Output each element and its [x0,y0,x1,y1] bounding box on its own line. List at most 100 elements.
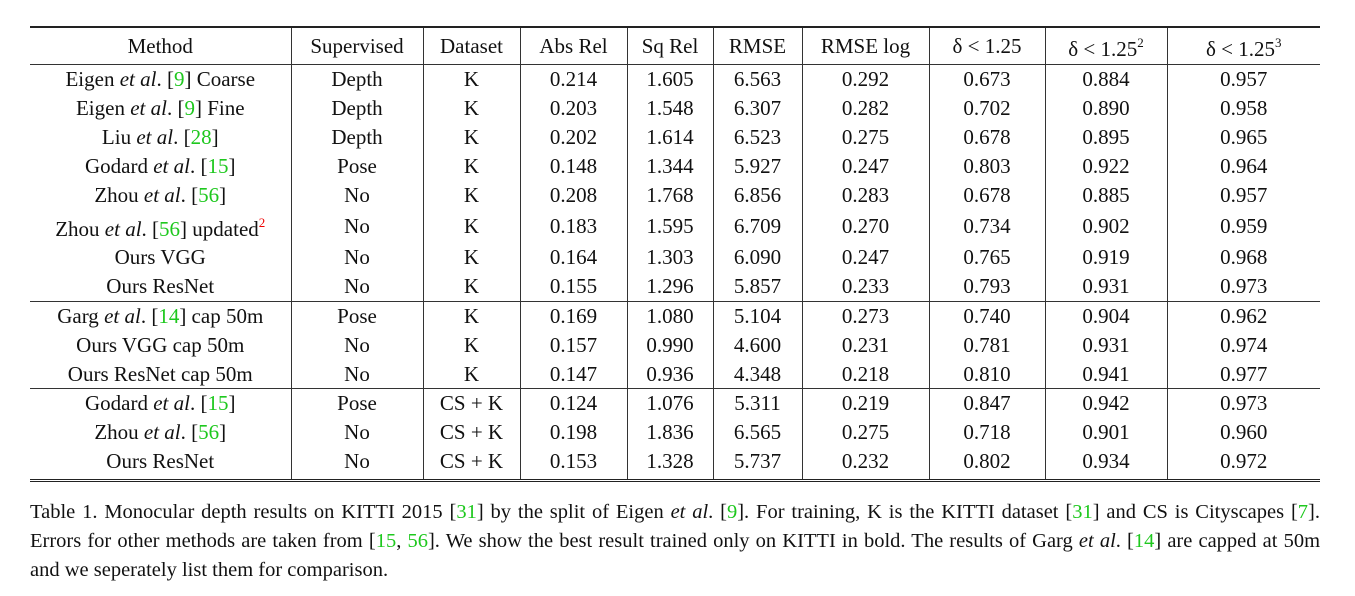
supervised-cell: No [290,446,423,481]
citation-link[interactable]: 15 [207,153,229,178]
value-cell: 1.768 [626,180,713,209]
method-cell: Godard et al. [15] [30,387,291,418]
dataset-cell: K [422,151,520,181]
citation-link[interactable]: 14 [1133,530,1155,552]
value-cell: 4.600 [712,330,802,360]
citation-link[interactable]: 9 [184,96,195,121]
et-al: et al [1078,530,1116,552]
value-cell: 0.124 [519,387,627,418]
supervised-cell: Depth [290,64,423,94]
method-cell: Ours VGG cap 50m [30,330,291,359]
et-al: et al [119,67,157,92]
table-row: Garg et al. [14] cap 50m Pose K 0.169 1.080 5… [30,300,1320,331]
value-cell: 1.303 [626,242,713,272]
et-al: et al [670,501,709,523]
citation-link[interactable]: 56 [198,420,220,445]
dataset-cell: K [422,300,520,331]
caption-text: . [ [708,501,727,523]
value-cell: 5.104 [712,300,802,331]
citation-link[interactable]: 31 [456,501,477,523]
method-name: Liu [101,124,137,149]
method-punct: . [ [173,124,191,149]
value-cell: 0.232 [801,446,929,481]
value-cell: 0.968 [1166,242,1320,272]
value-cell: 0.931 [1044,271,1167,302]
method-name: Ours ResNet [106,448,215,473]
et-al: et al [153,391,190,416]
citation-link[interactable]: 9 [173,67,185,92]
citation-link[interactable]: 56 [407,530,428,552]
citation-link[interactable]: 28 [190,124,212,149]
method-cell: Zhou et al. [56] [30,418,291,447]
column-header: Dataset [422,27,520,65]
method-cell: Garg et al. [14] cap 50m [30,300,291,331]
value-cell: 0.147 [519,359,627,389]
value-cell: 5.311 [712,387,802,418]
table-row: Zhou et al. [56] No K 0.208 1.768 6.856 0.283 0… [30,180,1320,209]
value-cell: 0.904 [1044,300,1167,331]
value-cell: 0.977 [1166,359,1320,389]
citation-link[interactable]: 56 [198,182,220,207]
value-cell: 0.718 [928,417,1045,447]
value-cell: 4.348 [712,359,802,389]
et-al: et al [104,303,141,328]
value-cell: 0.936 [626,359,713,389]
dataset-cell: K [422,271,520,302]
value-cell: 5.737 [712,446,802,481]
method-punct: . [ [189,391,208,416]
value-cell: 0.247 [801,242,929,272]
value-cell: 0.219 [801,387,929,418]
caption-text: ]. For training, K is the KITTI dataset … [737,501,1073,523]
value-cell: 0.148 [519,151,627,181]
value-cell: 0.153 [519,446,627,481]
value-cell: 0.965 [1166,122,1320,152]
citation-link[interactable]: 9 [726,501,738,523]
method-name: Zhou [94,182,144,207]
supervised-cell: Pose [290,300,423,331]
method-suffix: ] [219,182,227,207]
value-cell: 0.247 [801,151,929,181]
supervised-cell: No [290,208,423,243]
et-al: et al [153,153,190,178]
header-row: Method Supervised Dataset Abs Rel Sq Rel RMSE… [30,27,1320,65]
value-cell: 0.740 [928,300,1045,331]
footnote-mark[interactable]: 2 [258,214,266,230]
value-cell: 0.793 [928,271,1045,302]
column-header: Abs Rel [519,27,627,65]
value-cell: 0.960 [1166,417,1320,447]
citation-link[interactable]: 14 [158,303,180,328]
value-cell: 0.678 [928,122,1045,152]
value-cell: 1.328 [626,446,713,481]
citation-link[interactable]: 15 [375,530,397,552]
supervised-cell: Pose [290,387,423,418]
value-cell: 0.973 [1166,387,1320,418]
table-row: Ours ResNet No K 0.155 1.296 5.857 0.233 0.793 0… [30,271,1320,302]
value-cell: 0.895 [1044,122,1167,152]
column-header: Supervised [290,27,423,65]
method-punct: . [ [141,216,160,241]
method-cell: Ours ResNet [30,447,291,481]
et-al: et al [130,96,167,121]
method-name: Ours ResNet cap 50m [67,361,253,386]
value-cell: 0.919 [1044,242,1167,272]
citation-link[interactable]: 7 [1297,501,1309,523]
et-al: et al [143,420,181,445]
value-cell: 0.990 [626,330,713,360]
value-cell: 0.847 [928,387,1045,418]
value-cell: 0.973 [1166,271,1320,302]
value-cell: 0.884 [1044,64,1167,94]
value-cell: 0.964 [1166,151,1320,181]
value-cell: 6.523 [712,122,802,152]
header-label: Supervised [310,34,404,58]
citation-link[interactable]: 15 [207,391,229,416]
citation-link[interactable]: 56 [159,216,181,241]
caption-text: ]. Errors for other methods are taken fr… [30,501,1320,552]
value-cell: 0.962 [1166,300,1320,331]
citation-link[interactable]: 31 [1072,501,1093,523]
value-cell: 0.157 [519,330,627,360]
caption-text: , [396,530,408,552]
value-cell: 0.957 [1166,180,1320,209]
value-cell: 0.942 [1044,387,1167,418]
value-cell: 0.164 [519,242,627,272]
value-cell: 5.857 [712,271,802,302]
